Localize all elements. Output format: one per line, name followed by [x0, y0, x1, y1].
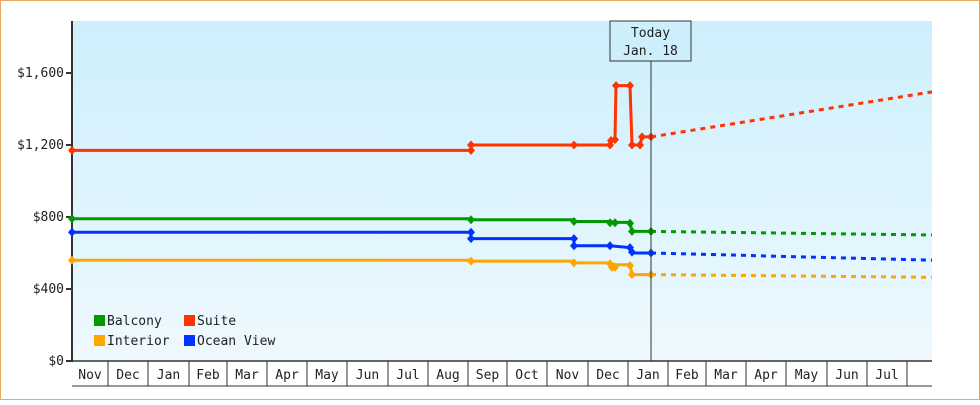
y-tick-label: $1,600 [17, 66, 64, 81]
x-month-label: Apr [275, 368, 299, 383]
data-point-marker[interactable] [570, 258, 578, 268]
today-label: Today [631, 26, 670, 41]
x-month-label: Dec [116, 368, 139, 383]
data-point-marker[interactable] [628, 247, 636, 257]
today-date: Jan. 18 [623, 44, 678, 59]
legend-swatch [184, 315, 195, 326]
y-tick-label: $400 [33, 282, 64, 297]
legend: Balcony Suite Interior Ocean View [94, 314, 275, 349]
data-point-marker[interactable] [612, 81, 620, 91]
x-month-label: Nov [556, 368, 580, 383]
x-month-label: Oct [515, 368, 538, 383]
x-month-label: Jun [835, 368, 858, 383]
x-month-label: Jan [636, 368, 659, 383]
x-month-label: Apr [754, 368, 778, 383]
data-point-marker[interactable] [626, 261, 634, 271]
x-month-label: Sep [476, 368, 500, 383]
data-point-marker[interactable] [68, 255, 76, 265]
data-point-marker[interactable] [467, 234, 475, 244]
legend-swatch [94, 315, 105, 326]
legend-label: Ocean View [197, 334, 275, 349]
data-point-marker[interactable] [570, 234, 578, 244]
legend-item-suite[interactable]: Suite [184, 314, 236, 329]
x-month-label: Feb [196, 368, 220, 383]
data-point-marker[interactable] [68, 145, 76, 155]
x-month-label: Jul [396, 368, 419, 383]
legend-swatch [94, 335, 105, 346]
x-month-label: Jun [356, 368, 379, 383]
data-point-marker[interactable] [611, 135, 619, 145]
legend-swatch [184, 335, 195, 346]
data-point-marker[interactable] [467, 140, 475, 150]
series-lines [68, 81, 933, 280]
data-point-marker[interactable] [636, 140, 644, 150]
x-month-label: Aug [436, 368, 459, 383]
data-point-marker[interactable] [467, 256, 475, 266]
data-point-marker[interactable] [606, 241, 614, 251]
data-point-marker[interactable] [467, 145, 475, 155]
series-ocean-view [68, 227, 933, 262]
y-tick-label: $1,200 [17, 138, 64, 153]
x-month-label: May [795, 368, 819, 383]
plot-area [72, 21, 932, 361]
x-month-label: Nov [78, 368, 102, 383]
x-month-label: Mar [235, 368, 259, 383]
data-point-marker[interactable] [606, 218, 614, 228]
series-balcony [68, 214, 933, 237]
x-month-label: Mar [714, 368, 738, 383]
legend-label: Suite [197, 314, 236, 329]
y-axis: $0 $400 $800 $1,200 $1,600 [17, 21, 73, 369]
x-month-label: Jul [875, 368, 898, 383]
y-tick-label: $800 [33, 210, 64, 225]
x-axis: Nov Dec Jan Feb Mar Apr May Jun Jul Aug Sep Oct Nov D… [72, 360, 932, 387]
data-point-marker[interactable] [467, 215, 475, 225]
data-point-marker[interactable] [611, 262, 619, 272]
data-point-marker[interactable] [628, 270, 636, 280]
y-tick-label: $0 [48, 354, 64, 369]
data-point-marker[interactable] [626, 218, 634, 228]
legend-item-ocean-view[interactable]: Ocean View [184, 334, 275, 349]
data-point-marker[interactable] [570, 241, 578, 251]
data-point-marker[interactable] [611, 218, 619, 228]
series-interior [68, 255, 933, 280]
data-point-marker[interactable] [628, 140, 636, 150]
x-month-label: Feb [675, 368, 699, 383]
data-point-marker[interactable] [68, 214, 76, 224]
data-point-marker[interactable] [570, 140, 578, 150]
x-month-label: Jan [157, 368, 180, 383]
x-month-label: Dec [596, 368, 619, 383]
data-point-marker[interactable] [626, 81, 634, 91]
x-month-label: May [315, 368, 339, 383]
data-point-marker[interactable] [570, 217, 578, 226]
data-point-marker[interactable] [467, 227, 475, 237]
today-marker: Today Jan. 18 [609, 20, 692, 361]
data-point-marker[interactable] [638, 132, 646, 142]
data-point-marker[interactable] [68, 227, 76, 237]
legend-item-balcony[interactable]: Balcony [94, 314, 162, 329]
legend-item-interior[interactable]: Interior [94, 334, 170, 349]
data-point-marker[interactable] [628, 226, 636, 236]
legend-label: Balcony [107, 314, 162, 329]
legend-label: Interior [107, 334, 170, 349]
